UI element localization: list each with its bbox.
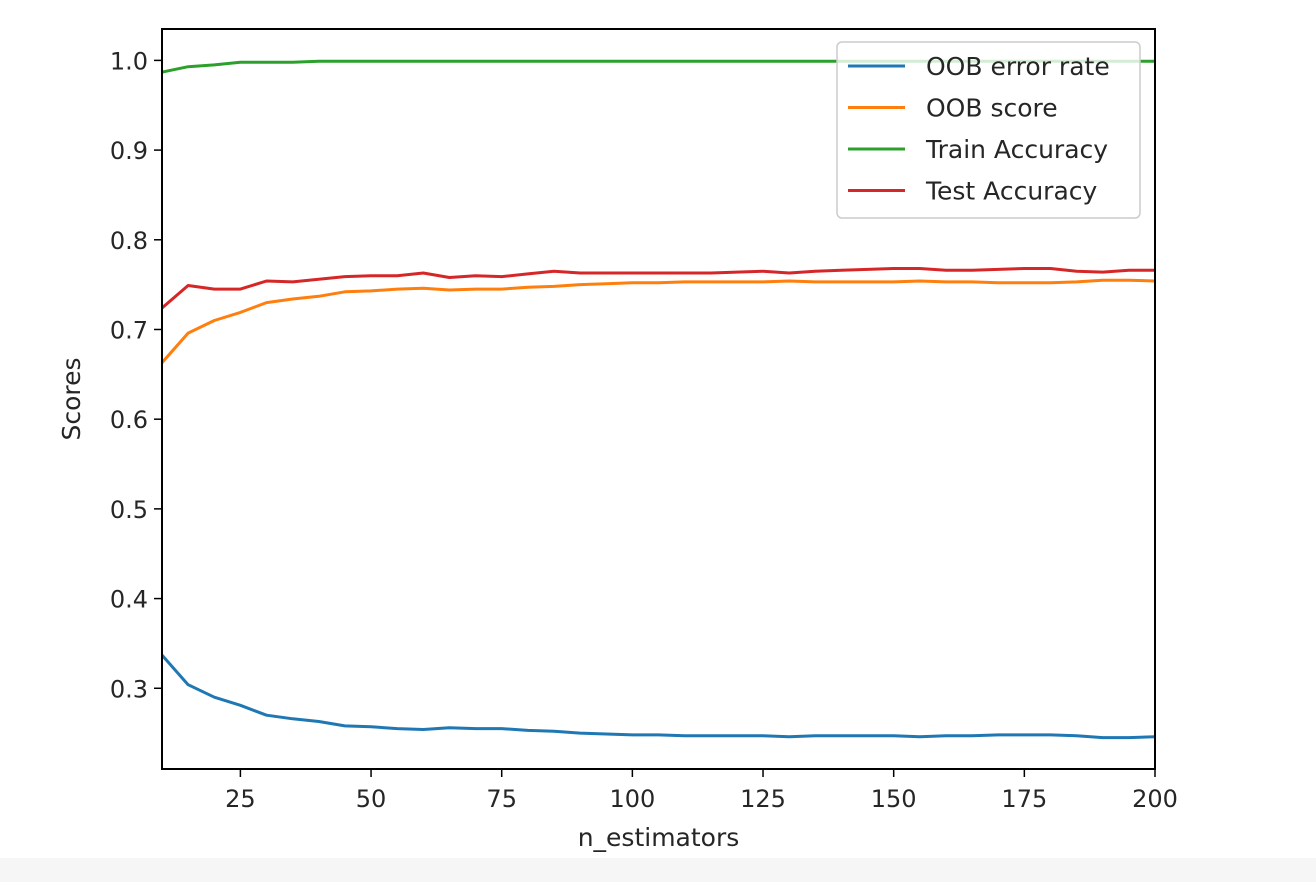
- x-tick-label: 50: [356, 785, 387, 813]
- y-tick-label: 0.8: [110, 227, 148, 255]
- legend-box: [836, 41, 1141, 219]
- y-tick-label: 1.0: [110, 47, 148, 75]
- legend-label-2: Train Accuracy: [925, 135, 1108, 164]
- y-tick-label: 0.9: [110, 137, 148, 165]
- x-tick-label: 150: [871, 785, 917, 813]
- plot-area-border: [161, 28, 1156, 770]
- series-line-1: [162, 278, 1155, 365]
- legend: OOB error rate OOB score Train Accuracy Tes…: [836, 41, 1141, 219]
- window-bottom-strip: [0, 858, 1316, 882]
- legend-label-0: OOB error rate: [926, 52, 1110, 81]
- series-line-3: [162, 267, 1155, 310]
- series-lines: [162, 59, 1155, 740]
- x-tick-label: 100: [609, 785, 655, 813]
- y-axis-title: Scores: [57, 357, 86, 440]
- y-tick-label: 0.3: [110, 675, 148, 703]
- legend-label-1: OOB score: [926, 94, 1058, 123]
- x-axis-title: n_estimators: [578, 823, 740, 852]
- y-tick-label: 0.5: [110, 496, 148, 524]
- x-tick-label: 175: [1001, 785, 1047, 813]
- series-line-0: [162, 652, 1155, 740]
- x-tick-label: 125: [740, 785, 786, 813]
- axis-ticks: 25 50 75 100 125 150 175 200 0.3 0.4 0.5 0.6 0.7 0.8 0…: [110, 47, 1178, 813]
- y-tick-label: 0.7: [110, 316, 148, 344]
- x-tick-label: 200: [1132, 785, 1178, 813]
- legend-label-3: Test Accuracy: [925, 177, 1098, 206]
- x-tick-label: 25: [225, 785, 256, 813]
- x-tick-label: 75: [486, 785, 517, 813]
- y-tick-label: 0.6: [110, 406, 148, 434]
- y-tick-label: 0.4: [110, 586, 148, 614]
